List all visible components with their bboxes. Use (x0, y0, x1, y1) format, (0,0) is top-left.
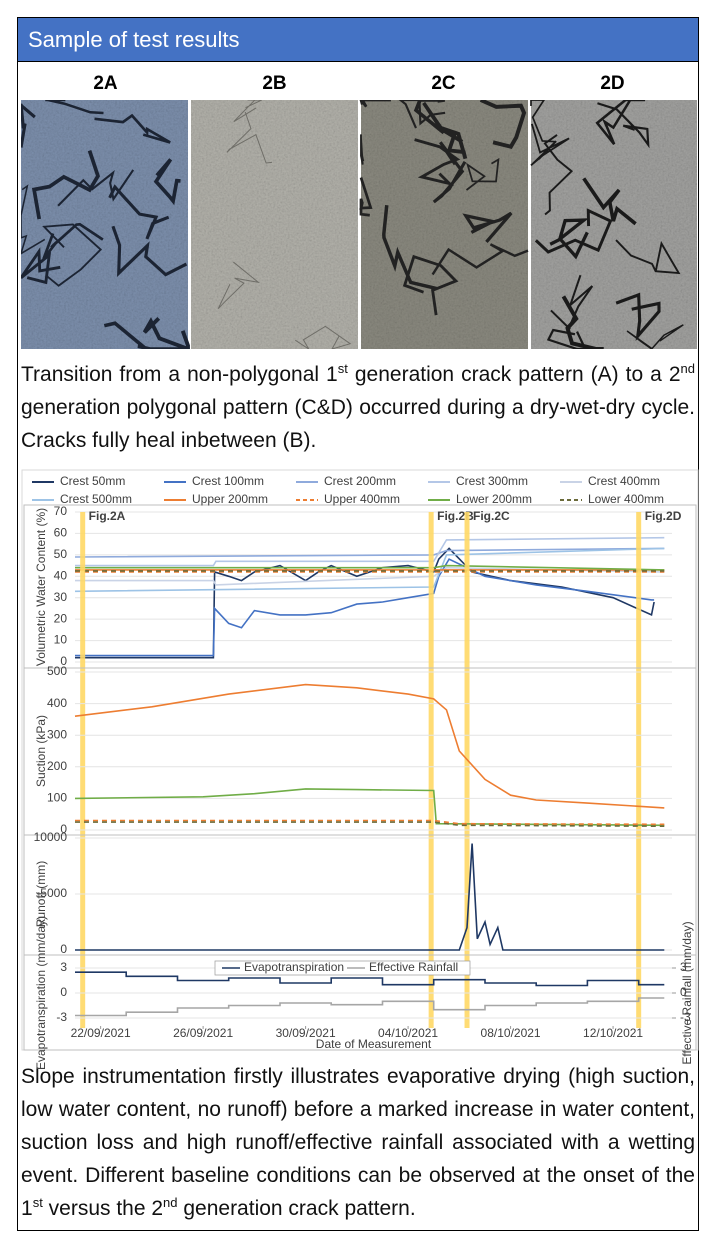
crack (597, 102, 650, 149)
photo (21, 100, 188, 349)
header-title: Sample of test results (18, 18, 698, 62)
photo-label: 2B (262, 73, 287, 94)
crack (57, 169, 135, 207)
caption-top: Transition from a non-polygonal 1st gene… (21, 358, 695, 457)
crack (550, 274, 594, 332)
text: generation crack pattern. (177, 1197, 416, 1220)
crack (31, 150, 100, 220)
crack (414, 138, 461, 187)
text: st (32, 1195, 43, 1210)
crack (582, 177, 637, 226)
crack (42, 223, 103, 287)
crack (549, 218, 589, 260)
panel: Sample of test results 2A 2B 2C 2D Trans… (17, 17, 699, 1231)
crack (402, 254, 459, 316)
crack (45, 100, 104, 115)
crack (359, 100, 391, 108)
text: nd (163, 1195, 178, 1210)
crack (465, 157, 500, 191)
photo-labels: 2A 2B 2C 2D (21, 73, 697, 95)
crack (142, 316, 190, 349)
crack (413, 100, 446, 135)
crack (21, 103, 36, 148)
crack (431, 243, 529, 276)
crack (530, 123, 570, 167)
text: generation crack pattern (A) to a 2 (347, 363, 681, 386)
crack (111, 225, 188, 277)
crack (94, 113, 171, 144)
crack (546, 328, 596, 349)
crack (626, 324, 684, 349)
crack (217, 261, 261, 310)
caption-bottom: Slope instrumentation firstly illustrate… (21, 1060, 695, 1225)
text: Slope instrumentation firstly illustrate… (21, 1065, 695, 1220)
crack (103, 321, 188, 349)
photo (531, 100, 697, 349)
crack (462, 211, 513, 244)
photos (21, 100, 697, 349)
crack (108, 184, 170, 240)
crack (534, 208, 613, 254)
crack (615, 239, 681, 275)
text: versus the 2 (42, 1197, 164, 1220)
text: st (337, 361, 348, 376)
photo-label: 2C (431, 73, 456, 94)
photo-label: 2D (600, 73, 625, 94)
crack (398, 100, 446, 129)
crack (595, 100, 646, 146)
crack (360, 134, 365, 165)
crack (615, 292, 661, 341)
crack (226, 111, 273, 164)
crack (359, 177, 373, 217)
photo (191, 100, 358, 349)
crack (153, 158, 181, 206)
text: Transition from a non-polygonal 1 (21, 363, 338, 386)
crack (21, 247, 61, 285)
crack (21, 184, 46, 255)
text: nd (680, 361, 695, 376)
crack (543, 134, 574, 216)
crack (233, 100, 262, 123)
photo-label: 2A (93, 73, 118, 94)
crack (530, 100, 556, 143)
crack (479, 100, 527, 149)
crack (295, 325, 352, 349)
text: generation polygonal pattern (C&D) occur… (21, 396, 695, 452)
crack (382, 205, 438, 291)
crack (432, 141, 467, 204)
crack (561, 295, 604, 349)
